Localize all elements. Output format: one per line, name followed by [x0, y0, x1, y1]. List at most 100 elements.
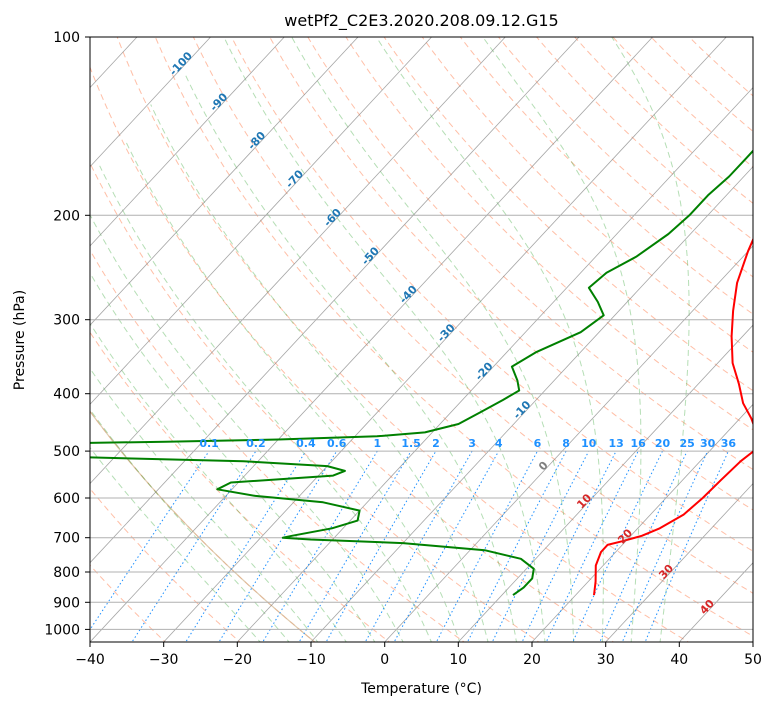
mixing-ratio-label: 6: [534, 437, 542, 450]
dry-adiabat: [345, 37, 753, 431]
mixing-ratio-label: 1.5: [401, 437, 421, 450]
isotherm-label: -10: [511, 398, 534, 422]
mixing-ratio-label: 0.4: [296, 437, 316, 450]
dry-adiabat: [192, 37, 753, 594]
x-tick-label: −40: [75, 652, 105, 668]
moist-adiabat: [90, 213, 404, 642]
isotherm-label: -40: [397, 283, 420, 307]
mixing-ratio-line: [185, 450, 307, 642]
mixing-ratio-label: 3: [468, 437, 476, 450]
isotherm-label: -30: [435, 321, 458, 345]
temperature-profile: [593, 237, 753, 596]
moist-adiabat: [125, 141, 461, 642]
isotherm: [90, 37, 580, 564]
y-axis: 100 200 300 400 500 600 700 800 900 1000: [44, 30, 90, 638]
mixing-ratio-label: 16: [631, 437, 647, 450]
dry-adiabat: [90, 410, 316, 642]
y-tick-label: 800: [53, 565, 80, 581]
reference-lines: [90, 37, 753, 642]
isotherm: [90, 37, 211, 168]
isotherm: [752, 641, 753, 642]
mixing-ratio-label: 0.6: [327, 437, 347, 450]
mixing-ratio-line: [572, 450, 663, 642]
dry-adiabat: [90, 249, 465, 642]
x-tick-label: −30: [149, 652, 179, 668]
x-tick-label: −20: [223, 652, 253, 668]
dry-adiabat: [459, 37, 753, 315]
isotherm: [90, 37, 653, 642]
dry-adiabat: [421, 37, 753, 353]
isotherm: [458, 324, 753, 642]
dry-adiabat: [307, 37, 753, 471]
mixing-ratio-line: [218, 450, 338, 642]
chart-title: wetPf2_C2E3.2020.208.09.12.G15: [284, 11, 558, 31]
plot-frame: [89, 36, 754, 643]
dry-adiabat: [116, 37, 690, 642]
x-tick-label: −10: [296, 652, 326, 668]
dry-adiabat: [90, 410, 316, 642]
isotherm-label: -50: [359, 244, 382, 268]
x-tick-label: 50: [744, 652, 762, 668]
isotherm: [384, 245, 753, 642]
isotherm-label: 30: [656, 562, 676, 582]
moist-adiabat: [184, 72, 518, 642]
dry-adiabat: [650, 37, 753, 133]
mixing-ratio-line: [644, 450, 729, 642]
isotherm: [90, 37, 432, 405]
mixing-ratio-label: 0.1: [199, 437, 219, 450]
mixing-ratio-label: 4: [495, 437, 503, 450]
moist-adiabat: [291, 37, 575, 642]
isotherm-label: -60: [321, 206, 344, 230]
y-axis-label: Pressure (hPa): [12, 290, 28, 390]
dry-adiabat: [90, 331, 391, 642]
y-tick-label: 500: [53, 444, 80, 460]
y-tick-label: 900: [53, 595, 80, 611]
isotherm: [90, 37, 506, 485]
moist-adiabat: [90, 322, 347, 642]
x-tick-label: 30: [597, 652, 615, 668]
profiles: [90, 149, 753, 596]
isotherm-label: 40: [697, 597, 717, 617]
moist-adiabat: [90, 272, 376, 642]
y-tick-label: 1000: [44, 622, 80, 638]
dewpoint-profile: [90, 149, 753, 596]
mixing-ratio-line: [435, 450, 538, 642]
mixing-ratio-label: 2: [432, 437, 440, 450]
moist-adiabat: [90, 446, 261, 642]
isotherm-label: 20: [615, 526, 635, 546]
x-axis-label: Temperature (°C): [360, 681, 482, 697]
x-tick-label: 40: [670, 652, 688, 668]
mixing-ratio-label: 8: [562, 437, 570, 450]
y-tick-label: 600: [53, 491, 80, 507]
x-tick-label: 20: [523, 652, 541, 668]
dry-adiabat: [574, 37, 753, 204]
mixing-ratio-label: 36: [721, 437, 737, 450]
mixing-ratio-label: 30: [700, 437, 716, 450]
isotherm: [605, 483, 753, 642]
moist-adiabat: [90, 367, 319, 642]
x-axis: −40 −30 −20 −10 0 10 20 30 40 50: [75, 642, 762, 668]
moist-adiabat: [150, 104, 489, 642]
isotherm-label: -80: [245, 129, 268, 153]
x-tick-label: 10: [449, 652, 467, 668]
dry-adiabat: [230, 37, 753, 552]
isotherm-label: 10: [574, 491, 594, 511]
mixing-ratio-line: [545, 450, 639, 642]
mixing-ratio-label: 25: [680, 437, 695, 450]
isotherm: [237, 86, 753, 642]
mixing-ratio-line: [131, 450, 257, 642]
moist-adiabat: [482, 37, 642, 642]
pressure-grid: [90, 37, 753, 630]
dry-adiabat: [612, 37, 753, 168]
mixing-ratio-label: 13: [608, 437, 623, 450]
mixing-ratio-label: 20: [655, 437, 671, 450]
mixing-ratio-label: 10: [581, 437, 597, 450]
dry-adiabat: [269, 37, 753, 511]
mixing-ratio-line: [298, 450, 412, 642]
isotherm: [679, 562, 753, 642]
y-tick-label: 400: [53, 387, 80, 403]
x-tick-label: 0: [380, 652, 389, 668]
moist-adiabat: [99, 165, 432, 642]
isotherm-label: -100: [167, 49, 195, 78]
dry-adiabat: [535, 37, 753, 241]
